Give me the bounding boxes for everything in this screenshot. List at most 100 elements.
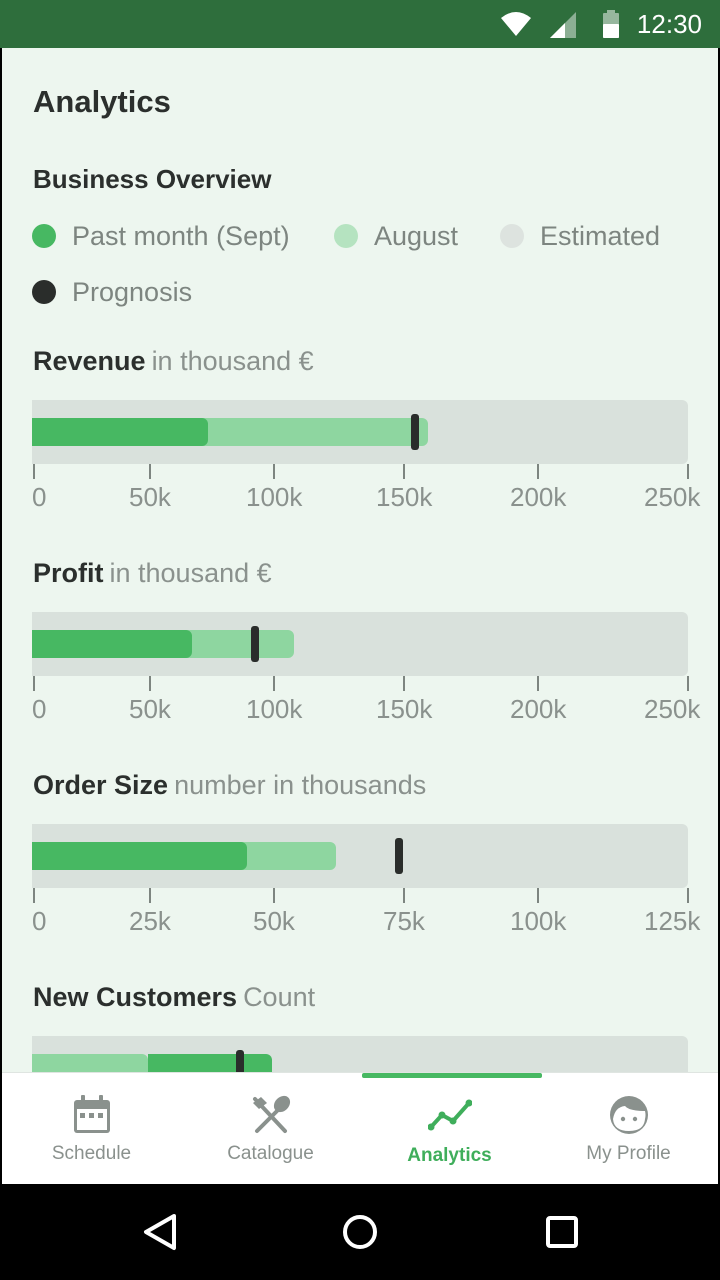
legend-label: Prognosis — [72, 276, 193, 307]
axis-tick-label: 250k — [644, 482, 701, 512]
profit-past-month-bar — [32, 630, 193, 658]
analytics-screen: Analytics Business Overview Past month (… — [2, 48, 718, 1184]
metric-name: Revenue — [33, 346, 146, 376]
axis-tick-label: 100k — [510, 906, 567, 936]
calendar-icon — [73, 1095, 110, 1133]
axis-tick — [273, 676, 275, 691]
axis-tick — [687, 676, 689, 691]
order-size-past-month-bar — [32, 842, 248, 870]
axis-tick-label: 150k — [376, 482, 433, 512]
order-size-bullet-chart — [32, 824, 688, 888]
axis-tick-label: 0 — [32, 694, 47, 724]
axis-tick — [687, 888, 689, 903]
new-customers-bullet-chart — [32, 1036, 688, 1072]
nav-item-catalogue[interactable]: Catalogue — [181, 1073, 360, 1184]
scroll-content[interactable]: Analytics Business Overview Past month (… — [2, 48, 718, 1072]
axis-tick-label: 50k — [129, 482, 171, 512]
axis-tick-label: 150k — [376, 694, 433, 724]
legend-label: August — [374, 220, 459, 251]
legend-item-prognosis: Prognosis — [32, 275, 192, 309]
nav-label: My Profile — [586, 1143, 671, 1164]
axis-tick — [537, 676, 539, 691]
legend-item-estimated: Estimated — [500, 219, 660, 253]
status-time: 12:30 — [636, 9, 702, 39]
profit-bullet-chart — [32, 612, 688, 676]
metric-unit: in thousand € — [151, 346, 314, 376]
status-bar: 12:30 — [0, 0, 720, 48]
legend-label: Estimated — [540, 220, 661, 251]
metric-name: New Customers — [33, 982, 238, 1012]
revenue-prognosis-marker — [411, 414, 420, 450]
new-customers-title: New Customers Count — [33, 982, 315, 1013]
axis-tick-label: 100k — [246, 694, 303, 724]
back-icon[interactable] — [132, 1204, 188, 1260]
axis-tick — [149, 676, 151, 691]
axis-tick — [403, 464, 405, 479]
legend-dot-august — [334, 224, 358, 248]
trend-line-icon — [427, 1099, 472, 1131]
axis-tick — [403, 676, 405, 691]
axis-tick — [149, 888, 151, 903]
axis-tick — [273, 464, 275, 479]
axis-tick-label: 50k — [253, 906, 295, 936]
wifi-icon — [501, 12, 531, 36]
metric-name: Order Size — [33, 770, 169, 800]
metric-unit: in thousand € — [109, 558, 272, 588]
axis-tick-label: 75k — [383, 906, 425, 936]
axis-tick — [149, 464, 151, 479]
axis-tick — [33, 676, 35, 691]
axis-tick-label: 100k — [246, 482, 303, 512]
fork-spoon-icon — [252, 1095, 290, 1133]
face-icon — [609, 1096, 648, 1134]
metric-name: Profit — [33, 558, 104, 588]
metric-unit: number in thousands — [174, 770, 427, 800]
axis-tick-label: 200k — [510, 482, 567, 512]
bottom-navigation: Schedule Catalogue Analytics — [2, 1072, 718, 1184]
axis-tick-label: 50k — [129, 694, 171, 724]
axis-tick — [273, 888, 275, 903]
page-title: Analytics — [33, 84, 171, 119]
legend-item-past-month: Past month (Sept) — [32, 219, 290, 253]
axis-tick-label: 200k — [510, 694, 567, 724]
legend-item-august: August — [334, 219, 458, 253]
nav-item-analytics[interactable]: Analytics — [360, 1073, 539, 1184]
nav-item-schedule[interactable]: Schedule — [2, 1073, 181, 1184]
home-icon[interactable] — [332, 1204, 388, 1260]
new-customers-prognosis-marker — [236, 1050, 244, 1072]
profit-prognosis-marker — [251, 626, 260, 662]
nav-label: Schedule — [51, 1143, 132, 1164]
axis-tick — [687, 464, 689, 479]
nav-label: Catalogue — [227, 1143, 314, 1164]
order-size-title: Order Size number in thousands — [33, 770, 426, 801]
axis-tick-label: 25k — [129, 906, 171, 936]
nav-label: Analytics — [407, 1145, 492, 1166]
axis-tick-label: 125k — [644, 906, 701, 936]
revenue-title: Revenue in thousand € — [33, 346, 314, 377]
new-customers-past-month-bar — [148, 1054, 272, 1072]
cell-signal-icon — [550, 12, 576, 38]
recents-icon[interactable] — [534, 1204, 590, 1260]
axis-tick-label: 0 — [32, 906, 47, 936]
active-tab-indicator — [362, 1073, 542, 1078]
axis-tick-label: 0 — [32, 482, 47, 512]
section-title: Business Overview — [33, 164, 272, 194]
revenue-past-month-bar — [32, 418, 208, 446]
legend-dot-past-month — [32, 224, 56, 248]
metric-unit: Count — [243, 982, 316, 1012]
legend-dot-prognosis — [32, 280, 56, 304]
axis-tick — [33, 464, 35, 479]
axis-tick — [33, 888, 35, 903]
axis-tick-label: 250k — [644, 694, 701, 724]
legend-dot-estimated — [500, 224, 524, 248]
nav-item-my-profile[interactable]: My Profile — [539, 1073, 718, 1184]
axis-tick — [537, 888, 539, 903]
axis-tick — [537, 464, 539, 479]
axis-tick — [403, 888, 405, 903]
legend-label: Past month (Sept) — [72, 220, 290, 251]
revenue-bullet-chart — [32, 400, 688, 464]
battery-icon — [603, 10, 619, 38]
new-customers-august-bar — [32, 1054, 148, 1072]
profit-title: Profit in thousand € — [33, 558, 272, 589]
system-navigation-bar — [0, 1184, 720, 1280]
order-size-prognosis-marker — [395, 838, 404, 874]
